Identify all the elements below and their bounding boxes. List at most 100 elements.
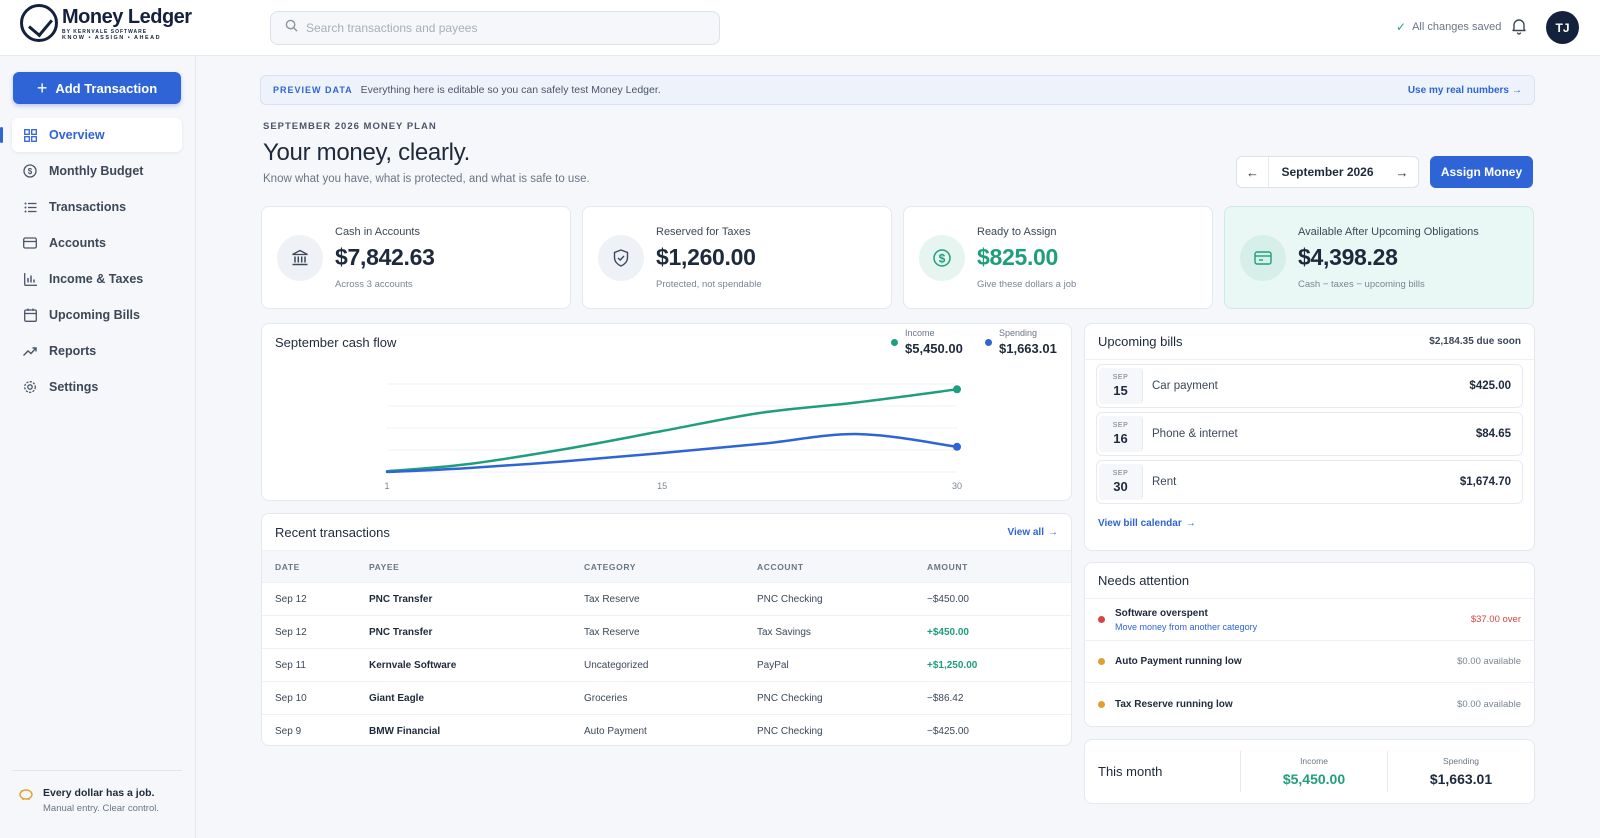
- sidebar: + Add Transaction Overview $ Monthly Bud…: [0, 56, 196, 838]
- sidebar-item-settings[interactable]: Settings: [12, 370, 182, 404]
- bill-item[interactable]: SEP 15 Car payment $425.00: [1096, 364, 1523, 408]
- kpi-label: Reserved for Taxes: [656, 225, 751, 238]
- page-subtitle: Know what you have, what is protected, a…: [263, 173, 590, 185]
- check-icon: ✓: [1396, 20, 1407, 34]
- series-endpoint-spending[interactable]: [953, 442, 961, 451]
- column-header[interactable]: CATEGORY: [584, 550, 757, 583]
- tx-payee: Giant Eagle: [369, 681, 584, 715]
- warning-dot-icon: [1098, 658, 1105, 665]
- kpi-value: $7,842.63: [335, 243, 435, 270]
- sidebar-item-accounts[interactable]: Accounts: [12, 226, 182, 260]
- attention-title: Auto Payment running low: [1115, 656, 1242, 667]
- grid-icon: [23, 128, 37, 142]
- needs-attention-card: Needs attention Software overspent Move …: [1084, 562, 1535, 727]
- assign-money-button[interactable]: Assign Money: [1430, 156, 1533, 188]
- kpi-label: Ready to Assign: [977, 225, 1057, 238]
- attention-value: $0.00 available: [1457, 698, 1521, 710]
- attention-title: Tax Reserve running low: [1115, 698, 1233, 710]
- cash-flow-chart: 1 15 30: [384, 383, 962, 491]
- sidebar-item-overview[interactable]: Overview: [0, 118, 182, 152]
- column-header[interactable]: AMOUNT: [927, 550, 1071, 583]
- sidebar-item-label: Income & Taxes: [49, 272, 144, 286]
- previous-month-button[interactable]: ←: [1237, 157, 1269, 187]
- view-all-label: View all: [1007, 526, 1044, 538]
- bill-item[interactable]: SEP 16 Phone & internet $84.65: [1096, 412, 1523, 456]
- search-box[interactable]: [270, 11, 720, 45]
- table-row[interactable]: Sep 11 Kernvale Software Uncategorized P…: [262, 648, 1071, 682]
- recent-transactions-title: Recent transactions: [275, 524, 390, 540]
- recent-transactions-card: Recent transactions View all → DATE PAYE…: [261, 513, 1072, 746]
- sidebar-item-label: Monthly Budget: [49, 164, 144, 178]
- column-header[interactable]: ACCOUNT: [757, 550, 927, 583]
- warning-dot-icon: [1098, 700, 1105, 708]
- kpi-label: Available After Upcoming Obligations: [1298, 225, 1479, 238]
- needs-attention-title: Needs attention: [1098, 573, 1190, 588]
- next-month-button[interactable]: →: [1386, 157, 1418, 187]
- bill-day: 16: [1113, 431, 1128, 446]
- user-avatar[interactable]: TJ: [1546, 11, 1579, 44]
- use-real-numbers-label: Use my real numbers: [1407, 84, 1509, 96]
- table-row[interactable]: Sep 10 Giant Eagle Groceries PNC Checkin…: [262, 681, 1071, 715]
- this-month-income-label: Income: [1300, 756, 1328, 766]
- sidebar-item-transactions[interactable]: Transactions: [12, 190, 182, 224]
- view-bill-calendar-link[interactable]: View bill calendar →: [1098, 518, 1521, 529]
- arrow-right-icon: →: [1395, 164, 1409, 180]
- page-eyebrow: SEPTEMBER 2026 MONEY PLAN: [263, 121, 437, 132]
- tx-payee: Kernvale Software: [369, 648, 584, 682]
- column-header[interactable]: DATE: [262, 550, 369, 583]
- table-row[interactable]: Sep 9 BMW Financial Auto Payment PNC Che…: [262, 714, 1071, 745]
- kpi-available-after-obligations[interactable]: Available After Upcoming Obligations $4,…: [1224, 206, 1534, 309]
- tx-payee: PNC Transfer: [369, 582, 584, 616]
- legend-income-value: $5,450.00: [905, 341, 963, 356]
- sidebar-item-upcoming-bills[interactable]: Upcoming Bills: [12, 298, 182, 332]
- kpi-reserved-for-taxes[interactable]: Reserved for Taxes $1,260.00 Protected, …: [582, 206, 892, 309]
- search-input[interactable]: [306, 21, 686, 35]
- attention-value: $37.00 over: [1470, 614, 1521, 625]
- dollar-circle-icon: $: [23, 164, 37, 178]
- kpi-cash-in-accounts[interactable]: Cash in Accounts $7,842.63 Across 3 acco…: [261, 206, 571, 309]
- tx-category: Groceries: [584, 681, 757, 715]
- sidebar-footer-subtitle: Manual entry. Clear control.: [43, 803, 159, 814]
- x-tick-label: 15: [657, 481, 667, 491]
- app-sub-brand: BY KERNVALE SOFTWARE: [62, 28, 148, 35]
- sidebar-footer: Every dollar has a job. Manual entry. Cl…: [12, 770, 182, 814]
- add-transaction-button[interactable]: + Add Transaction: [13, 72, 181, 104]
- tx-account: Tax Savings: [757, 615, 927, 649]
- bell-icon[interactable]: [1510, 17, 1530, 37]
- table-row[interactable]: Sep 12 PNC Transfer Tax Reserve Tax Savi…: [262, 615, 1071, 649]
- column-header[interactable]: PAYEE: [369, 550, 584, 583]
- this-month-spending-value: $1,663.01: [1429, 771, 1493, 787]
- series-endpoint-income[interactable]: [953, 385, 961, 394]
- this-month-spending-label: Spending: [1443, 756, 1479, 766]
- attention-action-link[interactable]: Move money from another category: [1115, 621, 1258, 632]
- add-transaction-label: Add Transaction: [55, 80, 158, 96]
- view-all-link[interactable]: View all →: [1007, 527, 1058, 538]
- attention-item[interactable]: Tax Reserve running low $0.00 available: [1085, 683, 1534, 725]
- sidebar-item-income-taxes[interactable]: Income & Taxes: [12, 262, 182, 296]
- sidebar-item-reports[interactable]: Reports: [12, 334, 182, 368]
- plus-icon: +: [36, 78, 48, 98]
- app-name: Money Ledger: [62, 5, 192, 28]
- app-logo[interactable]: Money Ledger BY KERNVALE SOFTWARE KNOW •…: [20, 4, 192, 42]
- tx-date: Sep 12: [262, 582, 369, 616]
- tx-account: PayPal: [757, 648, 927, 682]
- x-tick-label: 30: [952, 481, 962, 491]
- arrow-right-icon: →: [1048, 526, 1058, 538]
- sidebar-item-label: Transactions: [49, 200, 127, 214]
- bill-date: SEP 15: [1099, 368, 1143, 404]
- shield-icon: [598, 234, 644, 281]
- chart-title: September cash flow: [275, 335, 397, 350]
- current-month[interactable]: September 2026: [1281, 165, 1374, 179]
- attention-item[interactable]: Software overspent Move money from anoth…: [1085, 599, 1534, 641]
- kpi-note: Cash − taxes − upcoming bills: [1298, 278, 1425, 290]
- use-real-numbers-link[interactable]: Use my real numbers →: [1408, 85, 1522, 96]
- this-month-income-value: $5,450.00: [1282, 771, 1346, 787]
- bar-chart-icon: [23, 272, 37, 286]
- bill-date: SEP 30: [1099, 464, 1143, 500]
- sidebar-item-monthly-budget[interactable]: $ Monthly Budget: [12, 154, 182, 188]
- kpi-ready-to-assign[interactable]: $ Ready to Assign $825.00 Give these dol…: [903, 206, 1213, 309]
- legend-spending-label: Spending: [999, 328, 1038, 338]
- attention-item[interactable]: Auto Payment running low $0.00 available: [1085, 641, 1534, 683]
- bill-item[interactable]: SEP 30 Rent $1,674.70: [1096, 460, 1523, 504]
- table-row[interactable]: Sep 12 PNC Transfer Tax Reserve PNC Chec…: [262, 582, 1071, 616]
